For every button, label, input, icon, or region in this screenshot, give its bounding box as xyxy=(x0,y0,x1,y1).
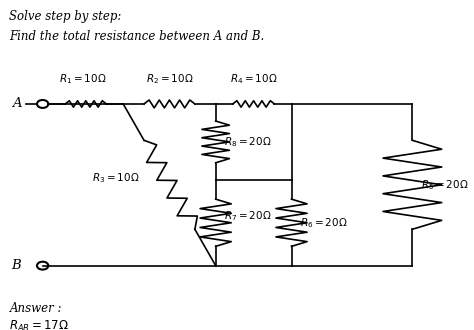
Text: $R_{AB} = 17\Omega$: $R_{AB} = 17\Omega$ xyxy=(9,318,69,330)
Text: $R_7 = 20\Omega$: $R_7 = 20\Omega$ xyxy=(224,209,272,223)
Text: $R_3 = 10\Omega$: $R_3 = 10\Omega$ xyxy=(92,171,140,185)
Text: $R_1 = 10\Omega$: $R_1 = 10\Omega$ xyxy=(59,72,107,86)
Text: $R_6 = 20\Omega$: $R_6 = 20\Omega$ xyxy=(300,216,347,230)
Text: $R_5 = 20\Omega$: $R_5 = 20\Omega$ xyxy=(421,178,468,192)
Text: $R_2 = 10\Omega$: $R_2 = 10\Omega$ xyxy=(146,72,193,86)
Text: A: A xyxy=(12,97,21,111)
Text: Solve step by step:: Solve step by step: xyxy=(9,10,122,23)
Text: B: B xyxy=(11,259,21,272)
Text: $R_4 = 10\Omega$: $R_4 = 10\Omega$ xyxy=(230,72,277,86)
Text: Answer :: Answer : xyxy=(9,302,62,315)
Text: Find the total resistance between A and B.: Find the total resistance between A and … xyxy=(9,30,265,43)
Text: $R_8 = 20\Omega$: $R_8 = 20\Omega$ xyxy=(224,135,272,149)
